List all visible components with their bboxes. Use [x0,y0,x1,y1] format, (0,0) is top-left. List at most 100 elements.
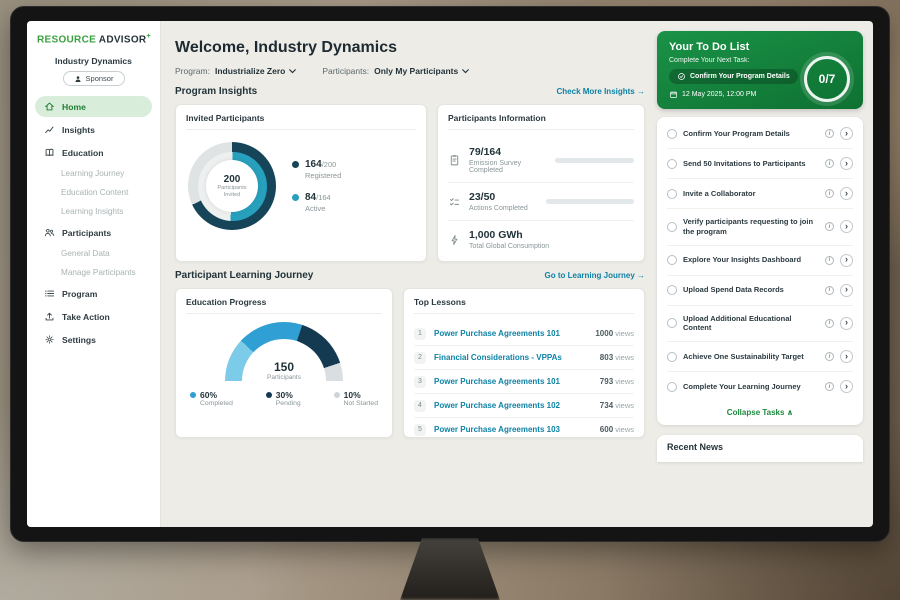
lesson-link[interactable]: Power Purchase Agreements 102 [434,401,560,410]
chevron-right-icon[interactable]: › [840,157,853,170]
info-icon[interactable]: i [825,285,834,295]
sidebar-item-learning-insights[interactable]: Learning Insights [35,203,152,220]
energy-icon [448,233,461,247]
info-icon[interactable]: i [825,382,834,391]
task-row[interactable]: Send 50 Invitations to Participants i › [667,149,853,179]
program-filter-label: Program: [175,66,210,76]
task-row[interactable]: Confirm Your Program Details i › [667,119,853,149]
task-row[interactable]: Achieve One Sustainability Target i › [667,342,853,372]
link-label: Go to Learning Journey [544,271,635,280]
sponsor-badge[interactable]: Sponsor [62,71,125,87]
next-task-pill[interactable]: Confirm Your Program Details [669,69,798,84]
task-checkbox[interactable] [667,188,677,199]
logo-secondary: ADVISOR [98,34,147,46]
arrow-right-icon: → [637,271,645,280]
task-row[interactable]: Upload Spend Data Records i › [667,276,853,306]
education-progress-card: Education Progress 150 Participants [175,288,393,438]
sidebar-item-education-content[interactable]: Education Content [35,184,152,201]
task-checkbox[interactable] [667,285,677,295]
sidebar-item-education[interactable]: Education [35,142,152,163]
info-icon[interactable]: i [825,129,834,138]
legend-value: 10% [343,390,361,400]
task-row[interactable]: Complete Your Learning Journey i › [667,372,853,401]
legend-dot [292,161,299,168]
sponsor-badge-label: Sponsor [85,74,114,84]
lesson-views: 734 views [599,401,634,410]
todo-due-date: 12 May 2025, 12:00 PM [669,90,851,99]
logo-primary: RESOURCE [37,34,97,46]
task-row[interactable]: Invite a Collaborator i › [667,179,853,209]
program-insights-header: Program Insights Check More Insights → [175,86,645,97]
sidebar-item-label: Take Action [62,311,110,322]
sidebar-item-participants[interactable]: Participants [35,222,152,243]
page-title: Welcome, Industry Dynamics [175,39,397,56]
task-label: Complete Your Learning Journey [683,381,801,391]
task-label: Upload Spend Data Records [683,285,784,295]
emission-survey-progress-bar [555,157,634,163]
legend-dot [190,392,196,398]
lesson-link[interactable]: Power Purchase Agreements 101 [434,377,560,386]
next-task-label: Confirm Your Program Details [690,73,790,80]
lesson-row: 5 Power Purchase Agreements 103 600 view… [414,418,634,441]
legend-dot [333,392,340,398]
sidebar-item-learning-journey[interactable]: Learning Journey [35,165,152,182]
info-icon[interactable]: i [825,222,834,232]
card-title: Participants Information [448,113,634,130]
task-row[interactable]: Verify participants requesting to join t… [667,209,853,246]
info-icon[interactable]: i [825,189,834,198]
task-label: Achieve One Sustainability Target [683,351,804,361]
task-row[interactable]: Explore Your Insights Dashboard i › [667,246,853,276]
task-checkbox[interactable] [667,221,677,232]
task-checkbox[interactable] [667,128,677,139]
participants-filter: Participants: Only My Participants [322,66,470,76]
chevron-right-icon[interactable]: › [840,253,853,267]
sidebar: RESOURCE ADVISOR+ Industry Dynamics Spon… [27,21,161,527]
task-row[interactable]: Upload Additional Educational Content i … [667,306,853,342]
lesson-link[interactable]: Power Purchase Agreements 101 [434,329,560,338]
sidebar-item-settings[interactable]: Settings [35,329,152,350]
task-checkbox[interactable] [667,351,677,362]
gauge-center-value: 150 [273,360,295,374]
sidebar-item-program[interactable]: Program [35,283,152,304]
check-more-insights-link[interactable]: Check More Insights → [557,87,645,96]
chevron-right-icon[interactable]: › [840,220,853,234]
donut-center-value: 200 [223,173,241,185]
todo-title: Your To Do List [669,41,750,53]
chevron-right-icon[interactable]: › [840,187,853,200]
task-checkbox[interactable] [667,255,677,265]
chevron-right-icon[interactable]: › [840,283,853,297]
legend-label: Registered [305,171,342,180]
lesson-link[interactable]: Financial Considerations - VPPAs [434,353,562,362]
sidebar-item-manage-participants[interactable]: Manage Participants [35,264,152,281]
info-label: Emission Survey Completed [469,160,522,174]
program-filter-dropdown[interactable]: Industrialize Zero [215,66,297,76]
info-icon[interactable]: i [825,318,834,328]
info-icon[interactable]: i [825,159,834,168]
todo-panel: Your To Do List Complete Your Next Task:… [657,21,873,527]
donut-legend: 164/200 Registered 84/164 Active [292,159,341,213]
task-checkbox[interactable] [667,318,677,329]
sidebar-item-home[interactable]: Home [35,96,152,118]
info-icon[interactable]: i [825,352,834,361]
sidebar-item-general-data[interactable]: General Data [35,245,152,262]
chevron-right-icon[interactable]: › [840,350,853,363]
collapse-tasks-button[interactable]: Collapse Tasks ∧ [667,401,853,421]
info-icon[interactable]: i [825,255,834,265]
lesson-link[interactable]: Power Purchase Agreements 103 [434,425,560,434]
chevron-right-icon[interactable]: › [840,316,853,330]
recent-news-card: Recent News [657,435,863,462]
info-value: 23/50 [469,191,496,203]
task-checkbox[interactable] [667,381,677,392]
go-to-learning-journey-link[interactable]: Go to Learning Journey → [545,271,645,280]
participants-filter-dropdown[interactable]: Only My Participants [374,66,470,76]
sidebar-item-label: Manage Participants [61,268,136,278]
chevron-right-icon[interactable]: › [840,127,853,140]
sidebar-item-insights[interactable]: Insights [35,119,152,140]
task-checkbox[interactable] [667,158,677,169]
logo-plus: + [146,33,151,40]
person-icon [74,76,81,82]
sidebar-item-take-action[interactable]: Take Action [35,306,152,327]
chevron-right-icon[interactable]: › [840,380,853,393]
main-content: Welcome, Industry Dynamics Program: Indu… [161,21,657,527]
task-label: Confirm Your Program Details [683,128,790,138]
